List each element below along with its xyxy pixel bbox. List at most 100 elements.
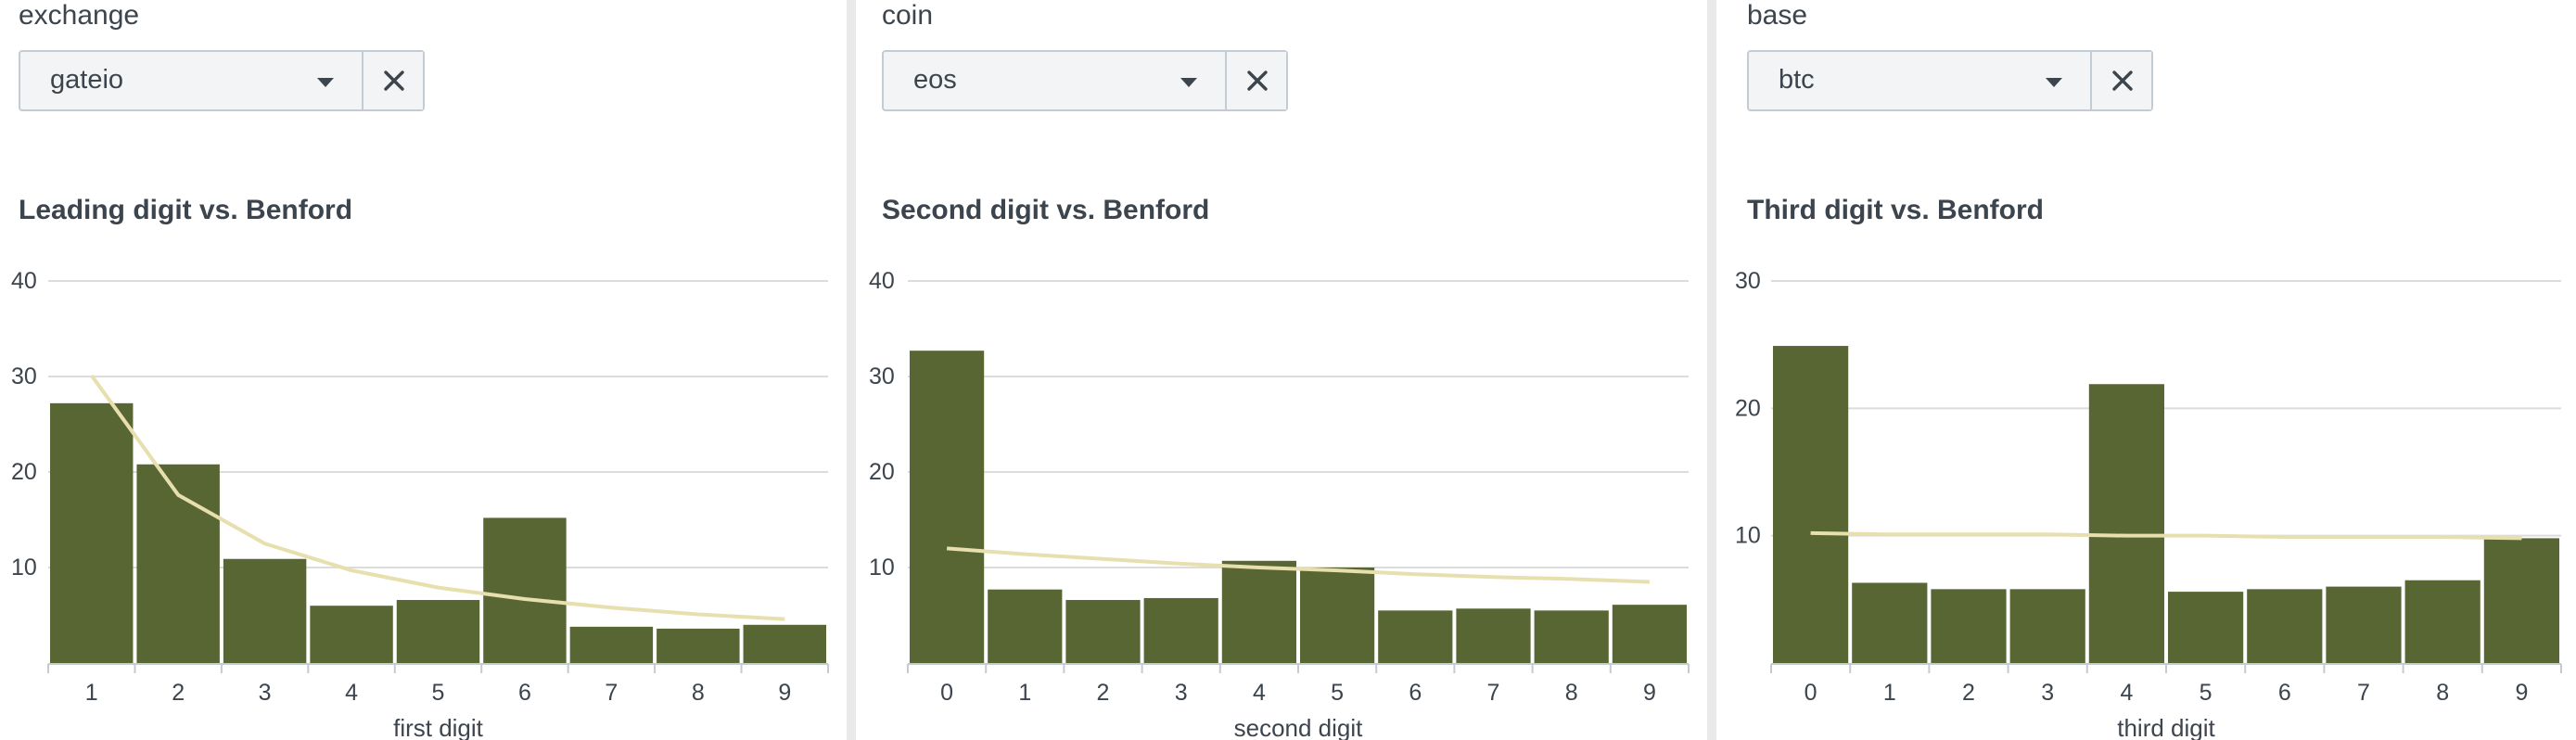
exchange-dropdown-value: gateio (50, 65, 124, 95)
bar[interactable] (1300, 568, 1375, 663)
bar[interactable] (1534, 610, 1609, 663)
caret-down-icon[interactable] (1180, 78, 1197, 87)
bar[interactable] (396, 600, 480, 663)
y-tick-label: 30 (11, 364, 37, 389)
exchange-dropdown[interactable]: gateio (19, 50, 425, 111)
bar[interactable] (2404, 580, 2480, 663)
bar[interactable] (657, 628, 740, 663)
benford-line (90, 374, 785, 621)
bar[interactable] (1143, 597, 1218, 663)
y-tick-label: 40 (11, 268, 37, 294)
bar[interactable] (310, 606, 393, 663)
base-dropdown[interactable]: btc (1747, 50, 2153, 111)
base-label: base (1747, 0, 1808, 31)
x-tick-label: 1 (1883, 680, 1896, 706)
x-tick-label: 2 (1097, 680, 1110, 706)
base-clear-button[interactable] (2090, 52, 2151, 109)
coin-label: coin (882, 0, 934, 31)
x-tick-label: 4 (2120, 680, 2133, 706)
x-tick-label: 2 (172, 680, 185, 706)
chart-title: Third digit vs. Benford (1747, 195, 2044, 225)
x-tick-label: 8 (2436, 680, 2449, 706)
coin-clear-button[interactable] (1225, 52, 1286, 109)
close-icon[interactable] (1243, 66, 1272, 96)
second-digit-chart: 10 20 30 40 0 1 2 3 4 5 6 7 8 9 second digit (869, 268, 1690, 740)
x-tick-label: 2 (1962, 680, 1975, 706)
x-tick-label: 5 (2200, 680, 2213, 706)
close-icon[interactable] (379, 66, 409, 96)
caret-down-icon[interactable] (317, 78, 334, 87)
x-tick-label: 7 (605, 680, 618, 706)
panel-second-digit: coin eos Second digit vs. Benford 10 20 30… (856, 0, 1707, 740)
close-icon[interactable] (2108, 66, 2137, 96)
x-tick-label: 8 (692, 680, 705, 706)
chart-title: Leading digit vs. Benford (19, 195, 353, 225)
x-tick-label: 7 (1487, 680, 1500, 706)
x-tick-label: 8 (1565, 680, 1578, 706)
x-tick-label: 4 (345, 680, 358, 706)
x-tick-label: 6 (518, 680, 531, 706)
y-tick-label: 30 (869, 364, 895, 389)
y-tick-label: 10 (1735, 523, 1761, 549)
x-tick-label: 0 (1804, 680, 1817, 706)
x-tick-label: 9 (1643, 680, 1656, 706)
x-tick-label: 6 (1409, 680, 1422, 706)
bar[interactable] (1221, 560, 1296, 663)
x-axis-title: second digit (1234, 714, 1364, 740)
bar[interactable] (2247, 589, 2323, 663)
bar[interactable] (1931, 589, 2007, 663)
bar[interactable] (483, 517, 567, 663)
bar[interactable] (1852, 582, 1928, 663)
bar[interactable] (1065, 600, 1141, 663)
coin-dropdown[interactable]: eos (882, 50, 1288, 111)
x-tick-label: 1 (1018, 680, 1031, 706)
bar[interactable] (2326, 586, 2402, 663)
bar[interactable] (988, 589, 1063, 663)
x-tick-label: 5 (432, 680, 445, 706)
bar[interactable] (2088, 384, 2164, 663)
bar[interactable] (50, 402, 134, 663)
bar[interactable] (743, 624, 826, 663)
leading-digit-chart: 10 20 30 40 1 2 3 4 5 6 7 8 9 first digit (11, 268, 829, 740)
panel-leading-digit: exchange gateio Leading digit vs. Benfor… (0, 0, 847, 740)
x-tick-label: 9 (778, 680, 791, 706)
x-axis-title: third digit (2117, 714, 2215, 740)
x-axis-title: first digit (393, 714, 484, 740)
base-dropdown-value: btc (1779, 65, 1815, 95)
x-tick-label: 4 (1253, 680, 1266, 706)
coin-dropdown-value: eos (913, 65, 957, 95)
x-tick-label: 3 (259, 680, 272, 706)
bar[interactable] (2009, 589, 2085, 663)
bar[interactable] (910, 351, 985, 663)
x-tick-label: 5 (1331, 680, 1344, 706)
y-tick-label: 20 (11, 459, 37, 485)
bar[interactable] (569, 626, 654, 663)
x-tick-label: 3 (2041, 680, 2054, 706)
panel-third-digit: base btc Third digit vs. Benford 10 20 30 0… (1716, 0, 2576, 740)
bar[interactable] (1456, 608, 1531, 663)
benford-line (1810, 530, 2522, 541)
y-tick-label: 20 (869, 459, 895, 485)
exchange-label: exchange (19, 0, 140, 31)
exchange-clear-button[interactable] (362, 52, 423, 109)
bar[interactable] (136, 464, 220, 663)
y-tick-label: 10 (869, 555, 895, 581)
bar[interactable] (1773, 346, 1849, 663)
bar[interactable] (1378, 610, 1453, 663)
third-digit-chart: 10 20 30 0 1 2 3 4 5 6 7 8 9 third digit (1735, 268, 2562, 740)
x-tick-label: 0 (940, 680, 953, 706)
bar[interactable] (2168, 592, 2244, 663)
caret-down-icon[interactable] (2046, 78, 2062, 87)
y-tick-label: 20 (1735, 395, 1761, 421)
chart-title: Second digit vs. Benford (882, 195, 1210, 225)
x-tick-label: 9 (2515, 680, 2528, 706)
x-tick-label: 1 (85, 680, 98, 706)
y-tick-label: 10 (11, 555, 37, 581)
bar[interactable] (2483, 538, 2559, 663)
bar[interactable] (1612, 605, 1687, 663)
x-tick-label: 6 (2278, 680, 2291, 706)
bar[interactable] (223, 558, 307, 663)
y-tick-label: 30 (1735, 268, 1761, 294)
benford-line (946, 546, 1650, 584)
x-tick-label: 3 (1175, 680, 1188, 706)
